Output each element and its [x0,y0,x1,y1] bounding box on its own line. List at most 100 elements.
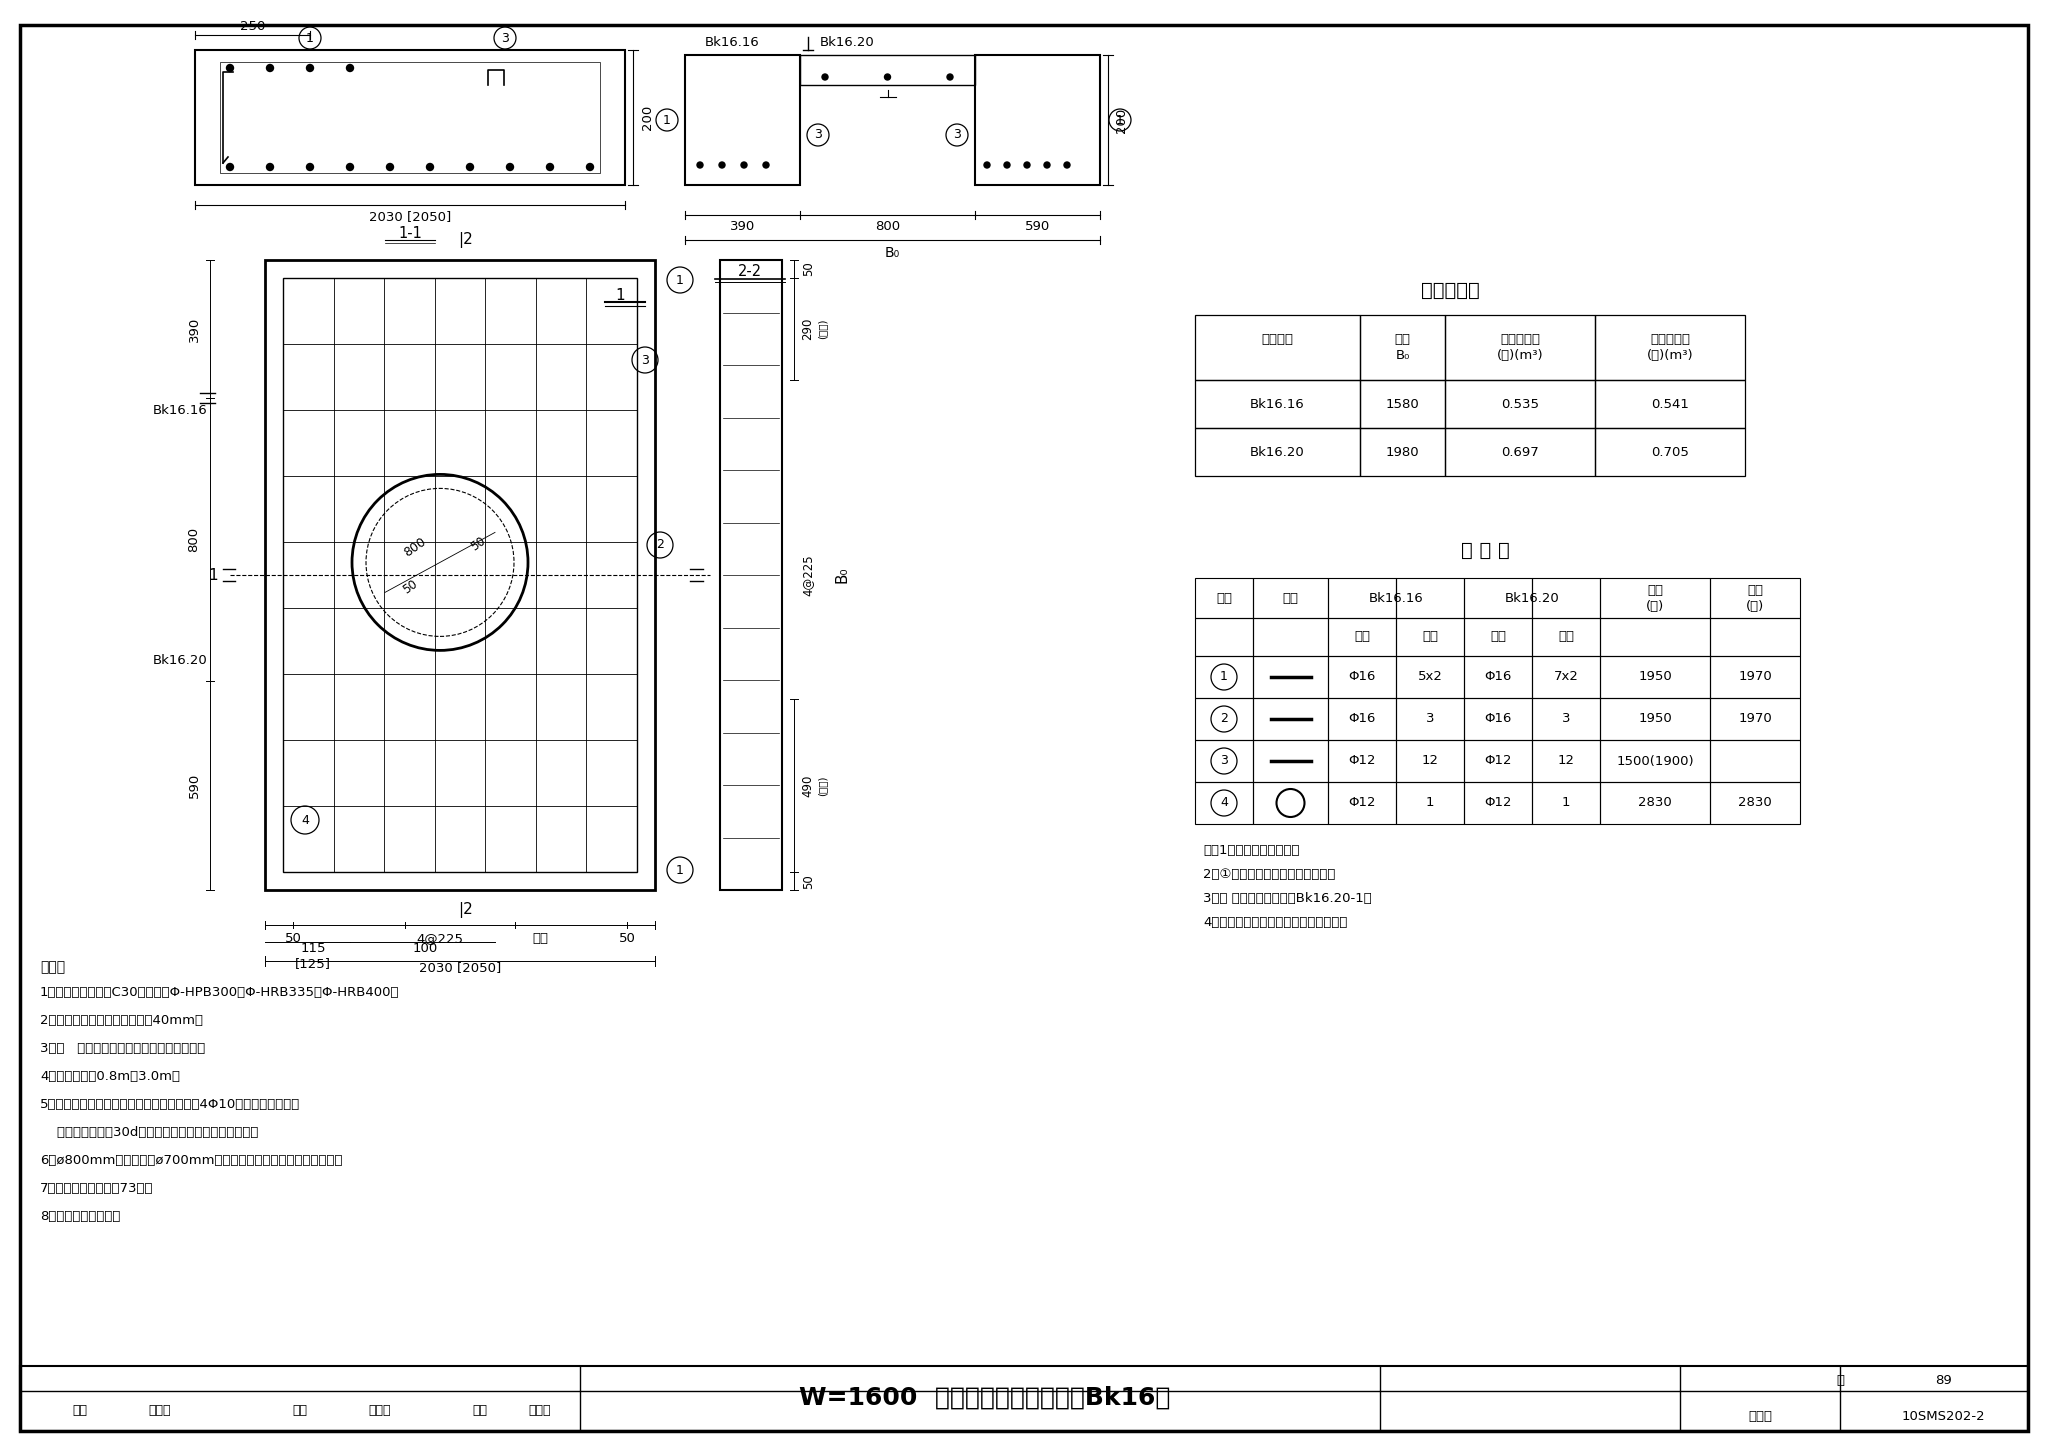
Text: 1: 1 [1116,114,1124,127]
Bar [1327,617,1397,657]
Circle shape [387,163,393,170]
Text: 4@225: 4@225 [416,932,463,945]
Text: 直径: 直径 [1491,630,1505,644]
Text: W=1600  检查井人孔盖板配筋（Bk16）: W=1600 检查井人孔盖板配筋（Bk16） [799,1386,1171,1409]
Text: 2．①号钓筋根数以表中数值为准．: 2．①号钓筋根数以表中数值为准． [1202,868,1335,881]
Text: 390: 390 [188,316,201,342]
Bar [1360,428,1446,476]
Text: 3: 3 [1563,712,1571,725]
Text: 长度: 长度 [1647,584,1663,597]
Bar [1464,740,1532,782]
Text: B₀: B₀ [834,566,850,584]
Text: 10SMS202-2: 10SMS202-2 [1901,1409,1985,1423]
Text: Φ16: Φ16 [1348,712,1376,725]
Circle shape [821,74,827,80]
Bar [1360,380,1446,428]
Text: B₀: B₀ [1395,349,1409,363]
Text: 设计: 设计 [473,1405,487,1418]
Circle shape [586,163,594,170]
Text: 长度: 长度 [1747,584,1763,597]
Bar [1599,697,1710,740]
Circle shape [741,162,748,167]
Bar [1532,578,1599,617]
Text: 钢 筋 表: 钢 筋 表 [1460,540,1509,559]
Text: Φ12: Φ12 [1485,796,1511,810]
Circle shape [307,64,313,71]
Text: 5．盖板如预制，加设吸环，吸环钓筋不小于4Φ10；吸环埋入混凝土: 5．盖板如预制，加设吸环，吸环钓筋不小于4Φ10；吸环埋入混凝土 [41,1098,301,1111]
Text: 0.697: 0.697 [1501,446,1538,459]
Text: 根数: 根数 [1559,630,1575,644]
Text: 说明：: 说明： [41,960,66,974]
Text: 3: 3 [952,128,961,141]
Text: |2: |2 [457,232,473,248]
Text: 590: 590 [1024,220,1051,233]
Bar [1194,740,1253,782]
Text: 8．其他详见总说明．: 8．其他详见总说明． [41,1210,121,1223]
Text: 刘迎焕: 刘迎焕 [369,1405,391,1418]
Circle shape [1024,162,1030,167]
Bar [219,63,600,173]
Text: 1980: 1980 [1386,446,1419,459]
Text: (石)(m³): (石)(m³) [1647,349,1694,363]
Bar [1253,617,1327,657]
Circle shape [1044,162,1051,167]
Text: 2．盖板钓筋的混凝土保护层：40mm．: 2．盖板钓筋的混凝土保护层：40mm． [41,1013,203,1026]
Circle shape [719,162,725,167]
Text: 7．盖板模板图参见第73页．: 7．盖板模板图参见第73页． [41,1182,154,1195]
Text: (砖): (砖) [1647,600,1665,613]
Text: 390: 390 [729,220,756,233]
Text: 板宽: 板宽 [1395,333,1411,347]
Circle shape [227,163,233,170]
Text: 590: 590 [188,773,201,798]
Text: 1970: 1970 [1739,671,1772,683]
Bar [1710,740,1800,782]
Bar [1194,617,1253,657]
Bar [1194,380,1360,428]
Bar [1397,740,1464,782]
Bar [801,55,975,84]
Text: 注：1．钓筋遇洞口断开．: 注：1．钓筋遇洞口断开． [1202,844,1300,858]
Bar [1253,657,1327,697]
Circle shape [983,162,989,167]
Bar [1194,428,1360,476]
Bar [1464,578,1532,617]
Circle shape [227,64,233,71]
Bar [1532,697,1599,740]
Text: 3．（ ）中数值用于盖板Bk16.20-1．: 3．（ ）中数值用于盖板Bk16.20-1． [1202,893,1372,906]
Text: 根数: 根数 [1421,630,1438,644]
Text: 1-1: 1-1 [397,226,422,240]
Text: 490: 490 [801,775,815,796]
Text: Bk16.16: Bk16.16 [705,35,760,48]
Circle shape [885,74,891,80]
Text: 800: 800 [874,220,899,233]
Text: 均放: 均放 [532,932,549,945]
Text: 4．钓筋的连接为等强机械连接或焊接．: 4．钓筋的连接为等强机械连接或焊接． [1202,916,1348,929]
Circle shape [346,64,354,71]
Text: 50: 50 [618,932,635,945]
Text: Φ12: Φ12 [1348,754,1376,767]
Bar [1446,428,1595,476]
Text: 6．ø800mm人孔可改为ø700mm，钓筋直径、根数及相对位置不变．: 6．ø800mm人孔可改为ø700mm，钓筋直径、根数及相对位置不变． [41,1155,342,1168]
Bar [1710,782,1800,824]
Text: 形式: 形式 [1282,591,1298,604]
Text: 1500(1900): 1500(1900) [1616,754,1694,767]
Text: 89: 89 [1935,1374,1952,1388]
Text: 0.705: 0.705 [1651,446,1690,459]
Text: 2830: 2830 [1638,796,1671,810]
Text: 50: 50 [399,578,420,597]
Text: 7x2: 7x2 [1554,671,1579,683]
Circle shape [266,64,274,71]
Text: 200: 200 [1116,108,1128,132]
Text: [125]: [125] [295,958,332,971]
Text: 1．材料：混凝土为C30；钓筋：Φ-HPB300；Φ-HRB335；Φ-HRB400．: 1．材料：混凝土为C30；钓筋：Φ-HPB300；Φ-HRB335；Φ-HRB4… [41,986,399,999]
Text: 校对: 校对 [293,1405,307,1418]
Bar [1327,782,1397,824]
Text: 页: 页 [1835,1374,1843,1388]
Text: Bk16.20: Bk16.20 [819,35,874,48]
Text: 2: 2 [1221,712,1229,725]
Bar [1599,657,1710,697]
Bar [1599,782,1710,824]
Text: Φ12: Φ12 [1348,796,1376,810]
Text: Φ12: Φ12 [1485,754,1511,767]
Text: Bk16.20: Bk16.20 [1505,591,1559,604]
